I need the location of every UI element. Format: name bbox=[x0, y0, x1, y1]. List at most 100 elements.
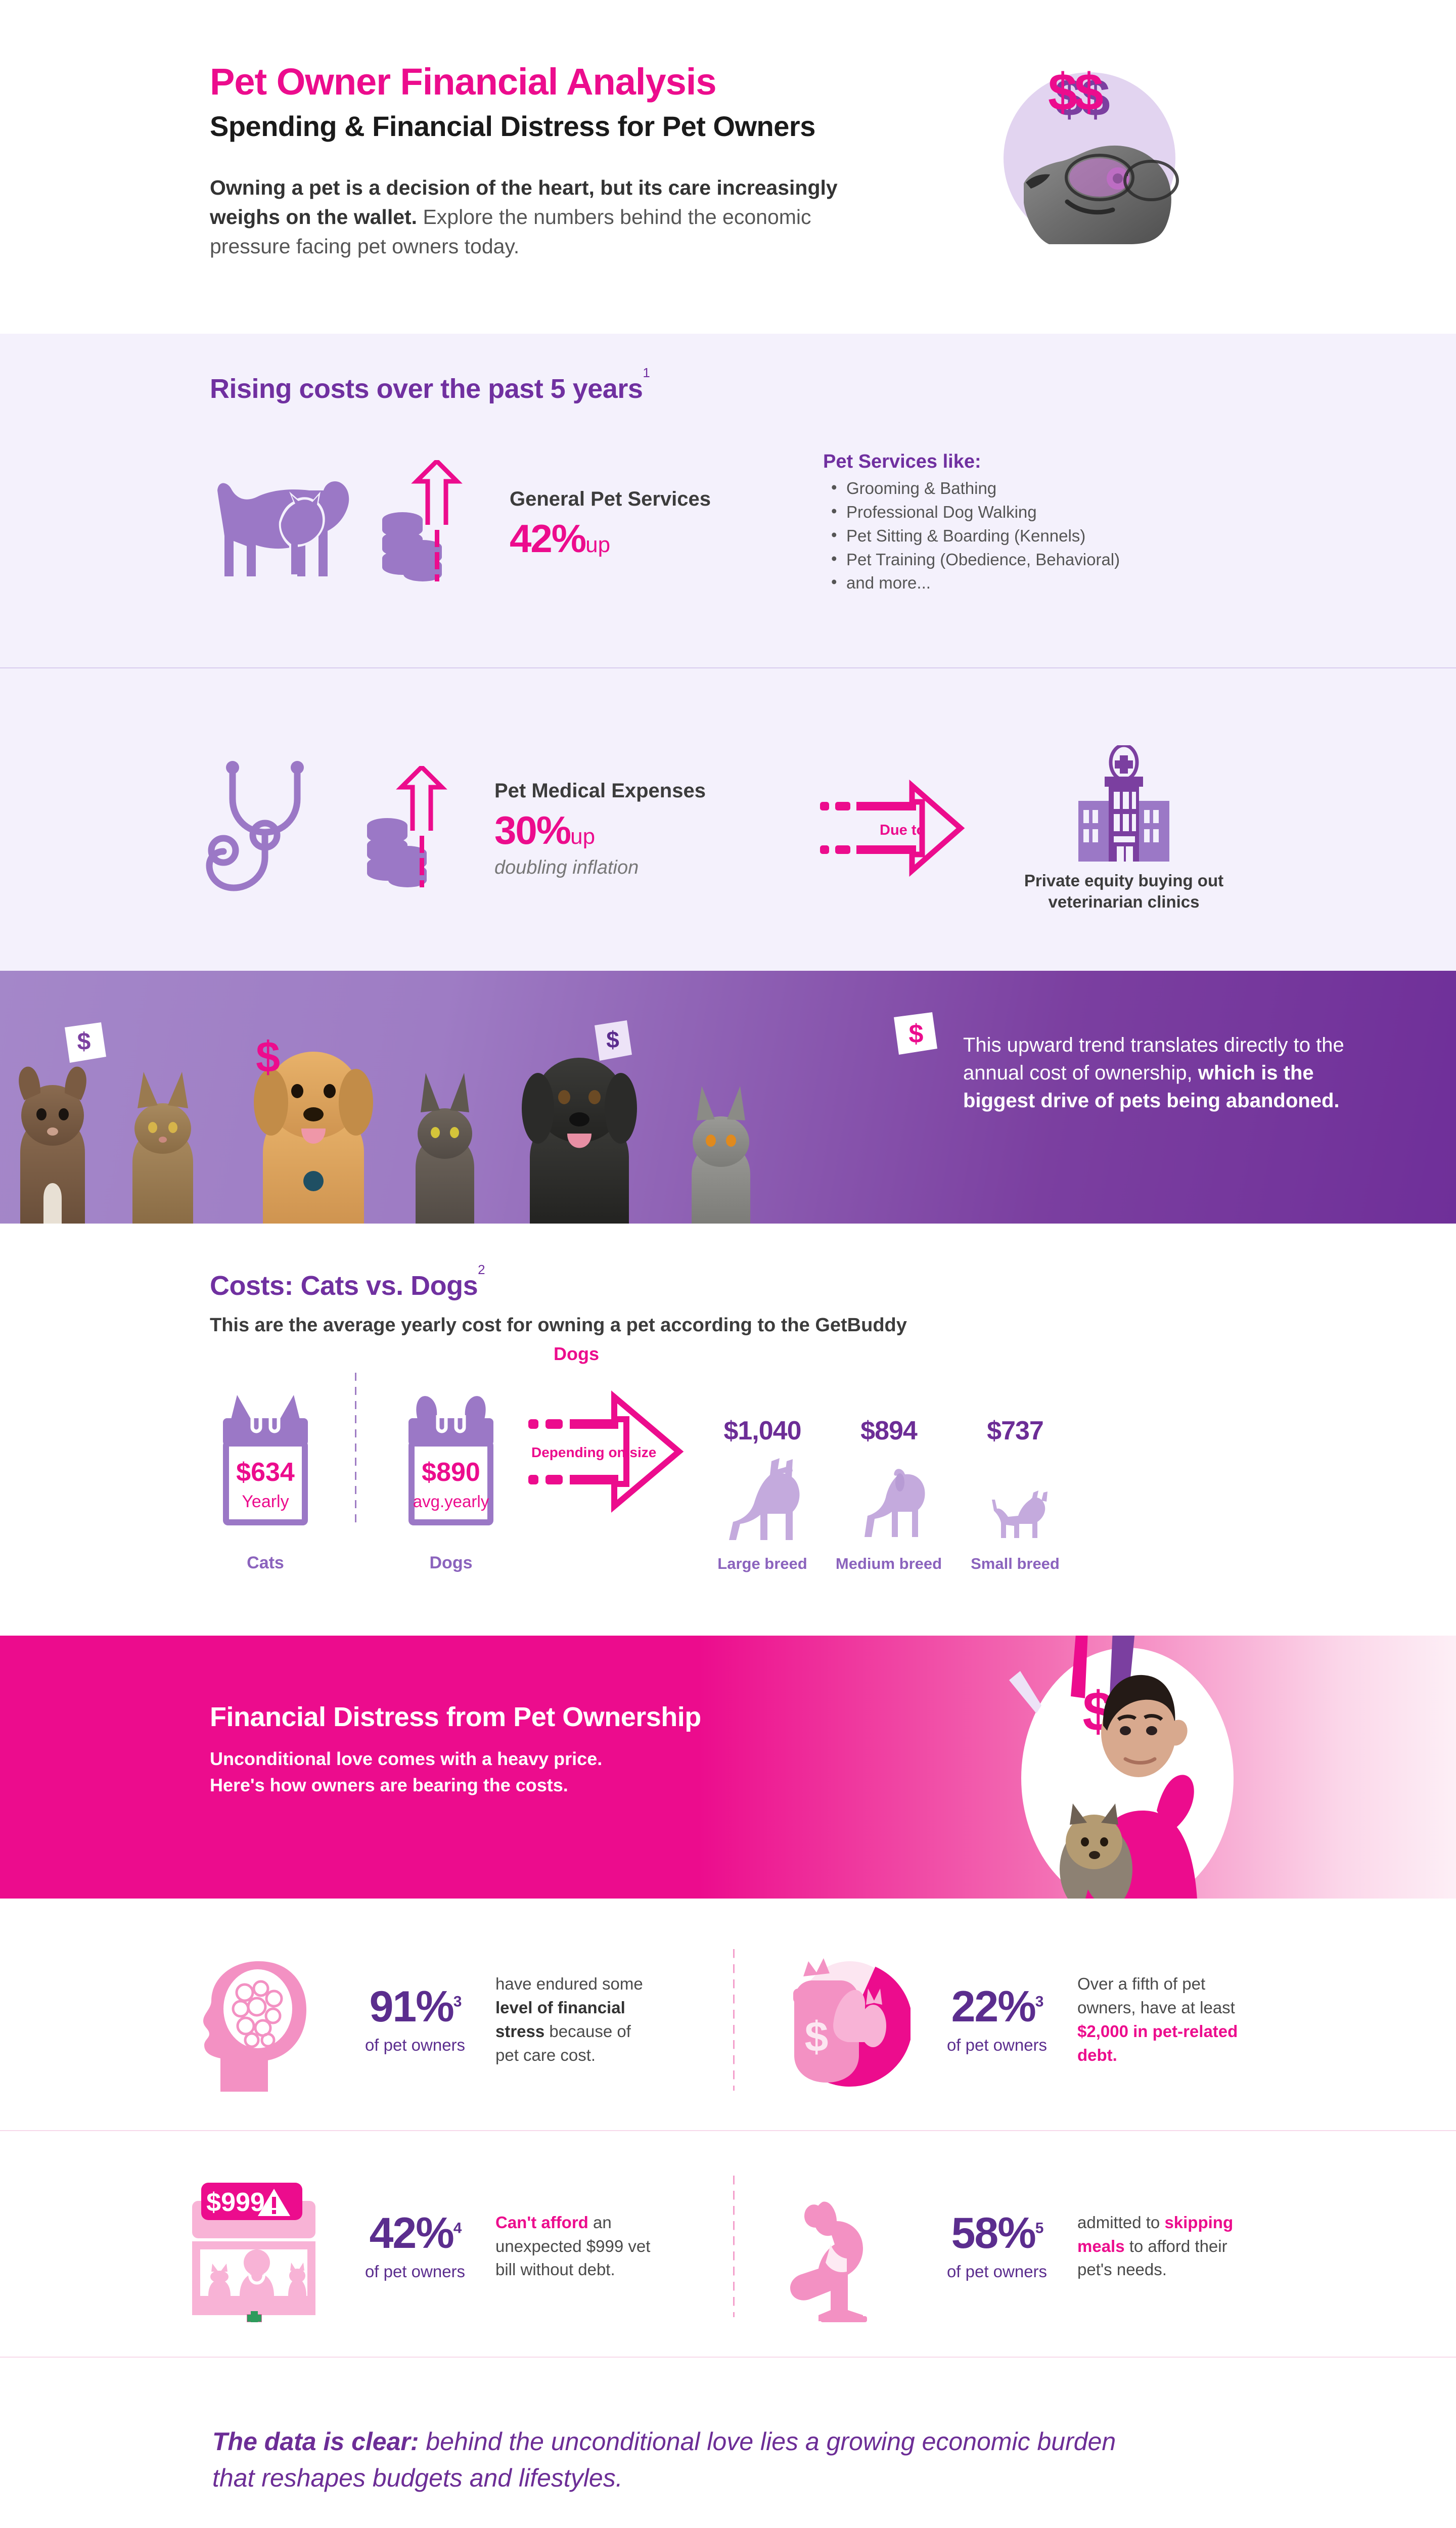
dog-and-cat-icon bbox=[217, 481, 349, 577]
dog-calendar-icon: $890 avg.yearly bbox=[408, 1396, 493, 1525]
general-pet-services-stat: General Pet Services 42%up bbox=[510, 488, 823, 558]
stethoscope-icon bbox=[206, 760, 304, 891]
purple-quote-banner: $ $ $ $ This upward trend translates dir… bbox=[0, 971, 1456, 1224]
purple-banner-quote: This upward trend translates directly to… bbox=[963, 1031, 1378, 1115]
medium-dog-silhouette-icon bbox=[864, 1469, 925, 1537]
worried-woman-with-dog-photo: $ bbox=[1009, 1636, 1234, 1899]
dog-silhouette-icon bbox=[1024, 145, 1179, 244]
medical-expenses-section: Pet Medical Expenses 30%up doubling infl… bbox=[0, 668, 1456, 971]
coins-arrow-up-icon bbox=[367, 765, 447, 887]
large-breed-price: $1,040 bbox=[723, 1416, 801, 1446]
stat-58-value: 58% bbox=[951, 2209, 1036, 2258]
pink-banner-text: Financial Distress from Pet Ownership Un… bbox=[210, 1701, 968, 1798]
list-item: and more... bbox=[823, 570, 1278, 595]
hospital-building-icon bbox=[1078, 743, 1169, 862]
stats-row-1: 91%3 of pet owners have endured some lev… bbox=[0, 1944, 1456, 2096]
cats-cost-card: $634 Yearly Cats bbox=[202, 1387, 329, 1573]
dollar-eyes-icon: $$ bbox=[1048, 63, 1104, 122]
pet-services-list-block: Pet Services like: Grooming & Bathing Pr… bbox=[823, 451, 1278, 595]
small-breed-card: $737 Small breed bbox=[952, 1416, 1078, 1573]
stat-58-footnote: 5 bbox=[1035, 2220, 1044, 2237]
yorkshire-terrier bbox=[1060, 1803, 1132, 1899]
due-to-arrow: Due to bbox=[818, 779, 1010, 880]
rising-costs-title: Rising costs over the past 5 years bbox=[210, 374, 643, 404]
header-intro-bold: Owning a pet is a decision of the heart,… bbox=[210, 175, 838, 229]
pet-black-labrador bbox=[522, 1058, 637, 1224]
stat-card-22: $ 22%3 of pet owners Over a fifth of pet… bbox=[774, 1944, 1300, 2096]
dogs-cost-card: $890 avg.yearly Dogs bbox=[388, 1387, 514, 1573]
pet-chihuahua bbox=[19, 1066, 86, 1224]
stat-91-description: have endured some level of financial str… bbox=[495, 1972, 657, 2067]
stat-58-desc-part2: to afford their pet's needs. bbox=[1077, 2236, 1227, 2279]
dogs-amount: $890 bbox=[422, 1458, 480, 1487]
stat-22-caption: of pet owners bbox=[946, 2036, 1048, 2054]
depending-on-size-label: Depending on size bbox=[531, 1444, 657, 1460]
conclusion-text: The data is clear: behind the unconditio… bbox=[212, 2423, 1163, 2496]
medium-breed-card: $894 Medium breed bbox=[826, 1416, 952, 1573]
stat-58-desc-part1: admitted to bbox=[1077, 2213, 1165, 2232]
stat-58-description: admitted to skipping meals to afford the… bbox=[1077, 2211, 1239, 2282]
conclusion-bold: The data is clear: bbox=[212, 2427, 419, 2456]
pet-golden-retriever bbox=[254, 1052, 373, 1224]
stat-58-caption: of pet owners bbox=[946, 2262, 1048, 2281]
list-item: Pet Sitting & Boarding (Kennels) bbox=[823, 523, 1278, 548]
stat-card-42: $999 bbox=[192, 2171, 718, 2322]
stat-91-desc-part2: because of pet care cost. bbox=[495, 2022, 631, 2064]
costs-cats-vs-dogs-section: Costs: Cats vs. Dogs2 This are the avera… bbox=[0, 1224, 1456, 1636]
list-item: Grooming & Bathing bbox=[823, 476, 1278, 501]
vertical-dashed-divider bbox=[733, 1949, 735, 2091]
dogs-period: avg.yearly bbox=[413, 1492, 489, 1511]
general-pet-services-unit: up bbox=[585, 532, 611, 558]
header-intro-rest: Explore the numbers behind the economic … bbox=[210, 205, 811, 258]
stat-card-91: 91%3 of pet owners have endured some lev… bbox=[192, 1944, 718, 2096]
stat-91-caption: of pet owners bbox=[365, 2036, 466, 2054]
pet-medical-expenses-value: 30% bbox=[494, 807, 571, 852]
financial-distress-line1: Unconditional love comes with a heavy pr… bbox=[210, 1748, 603, 1769]
small-dog-silhouette-icon bbox=[992, 1491, 1048, 1538]
stats-section: 91%3 of pet owners have endured some lev… bbox=[0, 1899, 1456, 2358]
general-pet-services-label: General Pet Services bbox=[510, 488, 711, 511]
cats-amount: $634 bbox=[236, 1458, 295, 1487]
small-breed-price: $737 bbox=[987, 1416, 1044, 1446]
stats-bottom-divider bbox=[0, 2357, 1456, 2358]
cat-calendar-icon: $634 Yearly bbox=[223, 1395, 308, 1525]
svg-text:$: $ bbox=[805, 2013, 829, 2060]
cats-caption: Cats bbox=[247, 1553, 284, 1572]
section-divider bbox=[0, 667, 1456, 668]
stat-22-desc-part1: Over a fifth of pet owners, have at leas… bbox=[1077, 1974, 1235, 2017]
stat-91-desc-bold: level of financial stress bbox=[495, 1998, 625, 2041]
rising-costs-section: Rising costs over the past 5 years1 bbox=[0, 334, 1456, 667]
stat-42-desc-part1: an unexpected $999 vet bill without debt… bbox=[495, 2213, 651, 2279]
stat-42-caption: of pet owners bbox=[365, 2262, 466, 2281]
stat-22-value: 22% bbox=[951, 1982, 1036, 2031]
pet-british-shorthair bbox=[692, 1086, 750, 1224]
stat-42-value: 42% bbox=[369, 2209, 454, 2258]
stat-91-value: 91% bbox=[369, 1982, 454, 2031]
cats-period: Yearly bbox=[242, 1492, 289, 1511]
pet-cat-tabby bbox=[132, 1072, 193, 1224]
stat-42-description: Can't afford an unexpected $999 vet bill… bbox=[495, 2211, 657, 2282]
stat-card-58: 58%5 of pet owners admitted to skipping … bbox=[774, 2171, 1300, 2322]
pet-medical-expenses-label: Pet Medical Expenses bbox=[494, 779, 706, 802]
financial-distress-line2: Here's how owners are bearing the costs. bbox=[210, 1775, 568, 1796]
small-breed-name: Small breed bbox=[971, 1555, 1060, 1572]
svg-text:$: $ bbox=[606, 1026, 619, 1053]
rising-costs-footnote: 1 bbox=[643, 365, 650, 380]
dashed-arrow-right-icon bbox=[528, 1390, 684, 1513]
vertical-dashed-divider bbox=[355, 1373, 356, 1524]
page-title: Pet Owner Financial Analysis bbox=[210, 61, 717, 103]
money-bill-icon-4: $ bbox=[894, 1012, 937, 1055]
pet-medical-expenses-stat: Pet Medical Expenses 30%up doubling infl… bbox=[494, 780, 808, 879]
costs-title: Costs: Cats vs. Dogs bbox=[210, 1271, 478, 1301]
vertical-dashed-divider bbox=[733, 2176, 735, 2317]
stat-42-badge: $999 bbox=[206, 2188, 265, 2217]
costs-footnote: 2 bbox=[478, 1262, 485, 1277]
stat-22-desc-highlight: $2,000 in pet-related debt. bbox=[1077, 2022, 1238, 2064]
medium-breed-price: $894 bbox=[860, 1416, 918, 1446]
list-item: Professional Dog Walking bbox=[823, 500, 1278, 524]
pets-photo-strip: $ $ $ $ bbox=[19, 1012, 937, 1224]
exclamation-pink bbox=[1071, 1636, 1088, 1698]
header-section: Pet Owner Financial Analysis Spending & … bbox=[0, 0, 1456, 334]
pet-services-list: Grooming & Bathing Professional Dog Walk… bbox=[823, 476, 1278, 595]
